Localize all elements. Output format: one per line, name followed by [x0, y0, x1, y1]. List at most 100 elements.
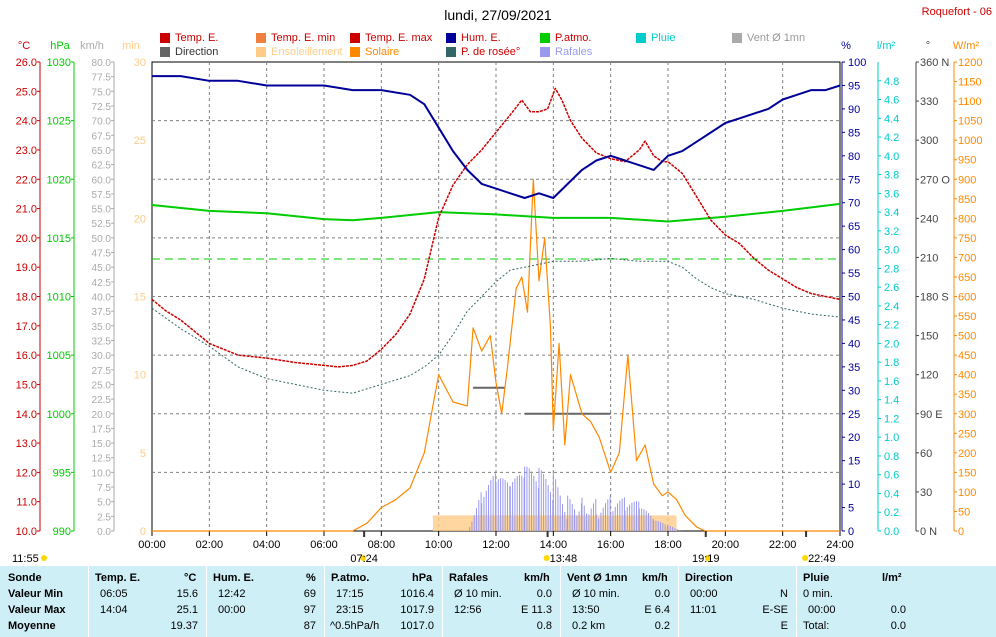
wind-tick-label: 52.5: [92, 219, 112, 230]
solar-tick-label: 250: [958, 428, 976, 440]
panel-wind-max-value: E 6.4: [644, 604, 670, 616]
humidity-tick-label: 35: [848, 362, 860, 374]
humidity-tick-label: 30: [848, 385, 860, 397]
solar-axis-unit: W/m²: [953, 40, 980, 52]
panel-temp-min-time: 06:05: [100, 588, 128, 600]
panel-wind-header: Vent Ø 1mn: [567, 572, 628, 584]
panel-patmo-max-time: 23:15: [336, 604, 364, 616]
legend-label: Rafales: [555, 46, 593, 58]
wind-tick-label: 75.0: [92, 87, 112, 98]
solar-tick-label: 0: [958, 526, 964, 538]
rain-tick-label: 4.0: [884, 151, 899, 163]
summary-panel: Sonde Valeur Min Valeur Max Moyenne Temp…: [0, 566, 996, 637]
rain-tick-label: 1.6: [884, 376, 899, 388]
sunshine-tick-label: 30: [134, 57, 146, 69]
page-title: lundi, 27/09/2021: [444, 7, 552, 23]
wind-tick-label: 35.0: [92, 322, 112, 333]
panel-temp-header: Temp. E.: [95, 572, 141, 584]
rain-tick-label: 0.4: [884, 488, 899, 500]
panel-rain-unit: l/m²: [882, 572, 902, 584]
direction-tick-label: 210: [920, 252, 938, 264]
x-tick-label: 14:00: [540, 539, 568, 551]
direction-tick-label: 90 E: [920, 409, 943, 421]
humidity-tick-label: 0: [848, 526, 854, 538]
temp-tick-label: 14.0: [16, 409, 37, 421]
x-tick-label: 18:00: [654, 539, 682, 551]
humidity-tick-label: 20: [848, 432, 860, 444]
sunshine-tick-label: 15: [134, 292, 146, 304]
rain-tick-label: 3.4: [884, 207, 899, 219]
wind-tick-label: 70.0: [92, 117, 112, 128]
panel-gusts-avg-label: Ø 10 min.: [454, 588, 502, 600]
rain-tick-label: 3.6: [884, 188, 899, 200]
wind-tick-label: 25.0: [92, 380, 112, 391]
panel-direction-v3: E: [780, 620, 788, 632]
panel-wind-mean-value: 0.2: [654, 620, 670, 632]
temp-tick-label: 26.0: [16, 57, 37, 69]
direction-tick-label: 120: [920, 370, 938, 382]
wind-tick-label: 50.0: [92, 234, 112, 245]
wind-tick-label: 20.0: [92, 410, 112, 421]
wind-tick-label: 65.0: [92, 146, 112, 157]
dewpoint-series-line: [151, 257, 841, 394]
panel-temp-min-value: 15.6: [176, 588, 198, 600]
x-tick-label: 10:00: [425, 539, 453, 551]
solar-series-line: [152, 178, 840, 532]
humidity-tick-label: 85: [848, 127, 860, 139]
panel-gusts-unit: km/h: [524, 572, 550, 584]
direction-tick-label: 360 N: [920, 57, 949, 69]
temp-tick-label: 15.0: [16, 379, 37, 391]
panel-divider: [560, 566, 561, 637]
solar-tick-label: 1200: [958, 57, 982, 69]
rain-tick-label: 0.6: [884, 470, 899, 482]
solar-tick-label: 1000: [958, 135, 982, 147]
direction-tick-label: 300: [920, 135, 938, 147]
wind-tick-label: 37.5: [92, 307, 112, 318]
rain-tick-label: 2.0: [884, 338, 899, 350]
panel-direction-header: Direction: [685, 572, 733, 584]
wind-tick-label: 5.0: [97, 498, 111, 509]
rain-tick-label: 4.8: [884, 76, 899, 88]
panel-patmo-unit: hPa: [412, 572, 433, 584]
rain-tick-label: 1.2: [884, 413, 899, 425]
legend-swatch: [540, 47, 550, 57]
humidity-tick-label: 60: [848, 245, 860, 257]
panel-hum-max-value: 97: [303, 604, 316, 616]
panel-hum-min-value: 69: [303, 588, 316, 600]
sunrise-time-label: 07:24: [350, 553, 378, 565]
legend-swatch: [732, 33, 742, 43]
pressure-series-line: [151, 202, 841, 223]
legend-label: Direction: [175, 46, 219, 58]
humidity-tick-label: 70: [848, 198, 860, 210]
panel-hum-unit: %: [306, 572, 316, 584]
humidity-tick-label: 95: [848, 80, 860, 92]
panel-rain-total-value: 0.0: [890, 620, 906, 632]
panel-wind-avg-value: 0.0: [654, 588, 670, 600]
solar-tick-label: 400: [958, 370, 976, 382]
panel-gusts-max-time: 12:56: [454, 604, 482, 616]
solar-tick-label: 750: [958, 233, 976, 245]
humidity-tick-label: 80: [848, 151, 860, 163]
wind-tick-label: 80.0: [92, 58, 112, 69]
wind-tick-label: 10.0: [92, 468, 112, 479]
legend-label: Vent Ø 1mn: [747, 32, 806, 44]
panel-temp-max-time: 14:04: [100, 604, 128, 616]
sunset-time-label: 19:19: [692, 553, 720, 565]
temp-axis-unit: °C: [18, 40, 30, 52]
x-tick-label: 22:00: [769, 539, 797, 551]
panel-patmo-max-value: 1017.9: [400, 604, 434, 616]
legend-swatch: [256, 47, 266, 57]
direction-tick-label: 240: [920, 213, 938, 225]
legend-swatch: [160, 47, 170, 57]
x-tick-label: 16:00: [597, 539, 625, 551]
panel-temp-mean-value: 19.37: [170, 620, 198, 632]
rain-tick-label: 0.8: [884, 451, 899, 463]
direction-tick-label: 180 S: [920, 292, 949, 304]
legend-label: P. de rosée°: [461, 46, 521, 58]
sunshine-tick-label: 20: [134, 213, 146, 225]
panel-gusts-header: Rafales: [449, 572, 489, 584]
wind-tick-label: 45.0: [92, 263, 112, 274]
pressure-tick-label: 990: [53, 526, 71, 538]
panel-hum-mean-value: 87: [303, 620, 316, 632]
